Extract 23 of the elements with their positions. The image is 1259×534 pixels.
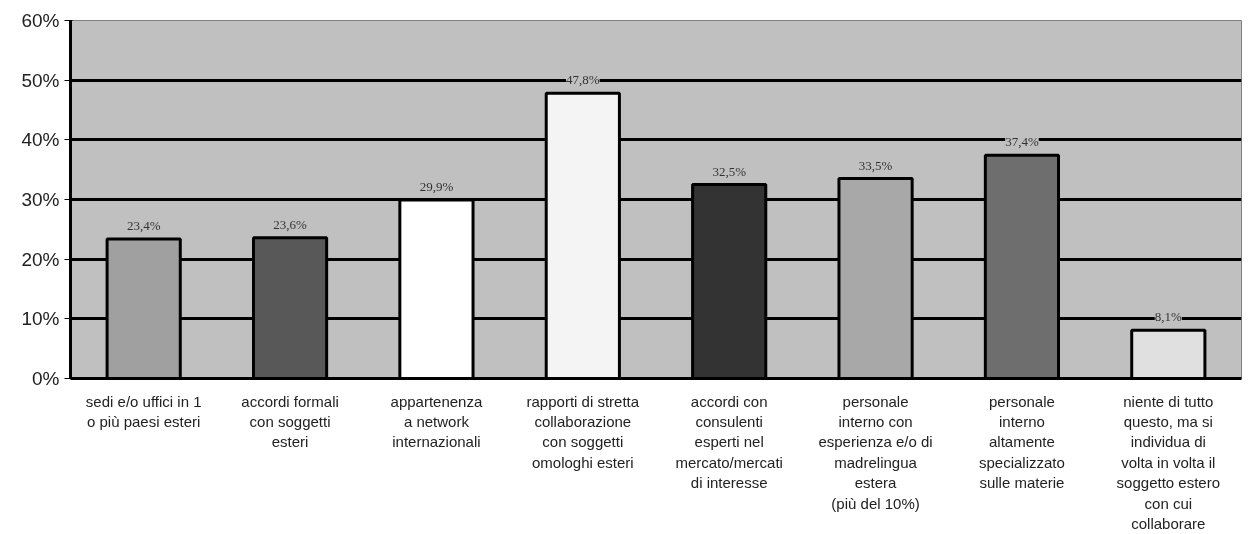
- y-tick-label: 30%: [21, 189, 60, 210]
- y-tick-label: 10%: [21, 308, 60, 330]
- data-label: 37,4%: [1005, 134, 1039, 150]
- x-tick-label: accordi con consulenti esperti nel mercato/mercati di interesse: [675, 392, 783, 492]
- data-label: 33,5%: [858, 157, 893, 173]
- data-label: 23,4%: [126, 217, 161, 233]
- y-tick-label: 60%: [21, 10, 60, 31]
- x-tick-label: personale interno con esperienza e/o di madrelingua estera (più del 10%): [818, 392, 933, 512]
- y-tick-label: 0%: [32, 368, 60, 389]
- data-label: 32,5%: [712, 163, 747, 179]
- y-tick-label: 50%: [21, 69, 60, 91]
- data-label: 47,8%: [566, 72, 600, 88]
- x-tick-label: sedi e/o uffici in 1 o più paesi esteri: [85, 392, 202, 430]
- x-tick-label: personale interno altamente specializzato sulle materie: [979, 392, 1065, 492]
- x-tick-label: rapporti di stretta collaborazione con soggetti omologhi esteri: [526, 392, 640, 471]
- x-tick-label: accordi formali con soggetti esteri: [241, 392, 339, 451]
- data-label: 23,6%: [273, 216, 308, 232]
- y-tick-label: 20%: [21, 248, 60, 270]
- y-tick-label: 40%: [21, 129, 60, 151]
- data-label: 8,1%: [1154, 309, 1183, 325]
- x-tick-label: niente di tutto questo, ma si individua di volta in volta il soggetto estero con cui collaborare: [1116, 392, 1221, 532]
- data-label: 29,9%: [419, 179, 454, 195]
- x-tick-label: appartenenza a network internazionali: [390, 392, 483, 451]
